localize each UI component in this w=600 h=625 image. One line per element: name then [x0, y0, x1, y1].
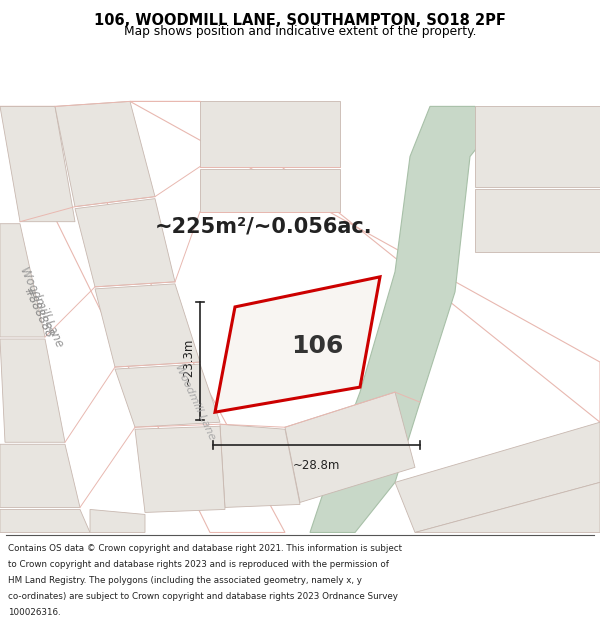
- Polygon shape: [115, 364, 220, 428]
- Polygon shape: [0, 106, 285, 532]
- Polygon shape: [0, 224, 45, 337]
- Polygon shape: [55, 101, 155, 207]
- Polygon shape: [395, 422, 600, 532]
- Text: Map shows position and indicative extent of the property.: Map shows position and indicative extent…: [124, 26, 476, 39]
- Polygon shape: [475, 106, 600, 187]
- Polygon shape: [200, 101, 340, 166]
- Text: 106, WOODMILL LANE, SOUTHAMPTON, SO18 2PF: 106, WOODMILL LANE, SOUTHAMPTON, SO18 2P…: [94, 12, 506, 28]
- Polygon shape: [90, 509, 145, 532]
- Polygon shape: [200, 169, 340, 212]
- Polygon shape: [0, 106, 75, 222]
- Text: 100026316.: 100026316.: [8, 608, 61, 618]
- Text: HM Land Registry. The polygons (including the associated geometry, namely x, y: HM Land Registry. The polygons (includin…: [8, 576, 362, 585]
- Text: ~23.3m: ~23.3m: [182, 338, 194, 385]
- Polygon shape: [130, 101, 600, 422]
- Text: Woodmill Lane: Woodmill Lane: [17, 264, 67, 349]
- Text: #888888: #888888: [20, 284, 55, 339]
- Text: Contains OS data © Crown copyright and database right 2021. This information is : Contains OS data © Crown copyright and d…: [8, 544, 402, 552]
- Text: Woodmill Lane: Woodmill Lane: [173, 362, 217, 442]
- Text: co-ordinates) are subject to Crown copyright and database rights 2023 Ordnance S: co-ordinates) are subject to Crown copyr…: [8, 592, 398, 601]
- Polygon shape: [75, 199, 175, 287]
- Polygon shape: [0, 509, 90, 532]
- Polygon shape: [310, 106, 490, 532]
- Polygon shape: [135, 426, 225, 512]
- Text: 106: 106: [292, 334, 344, 357]
- Polygon shape: [285, 392, 415, 502]
- Text: to Crown copyright and database rights 2023 and is reproduced with the permissio: to Crown copyright and database rights 2…: [8, 560, 389, 569]
- Polygon shape: [415, 482, 600, 532]
- Polygon shape: [0, 339, 65, 442]
- Polygon shape: [95, 284, 200, 367]
- Text: ~28.8m: ~28.8m: [293, 459, 340, 472]
- Text: ~225m²/~0.056ac.: ~225m²/~0.056ac.: [155, 217, 373, 237]
- Polygon shape: [220, 424, 300, 508]
- Polygon shape: [0, 444, 80, 508]
- Polygon shape: [215, 277, 380, 412]
- Polygon shape: [475, 189, 600, 252]
